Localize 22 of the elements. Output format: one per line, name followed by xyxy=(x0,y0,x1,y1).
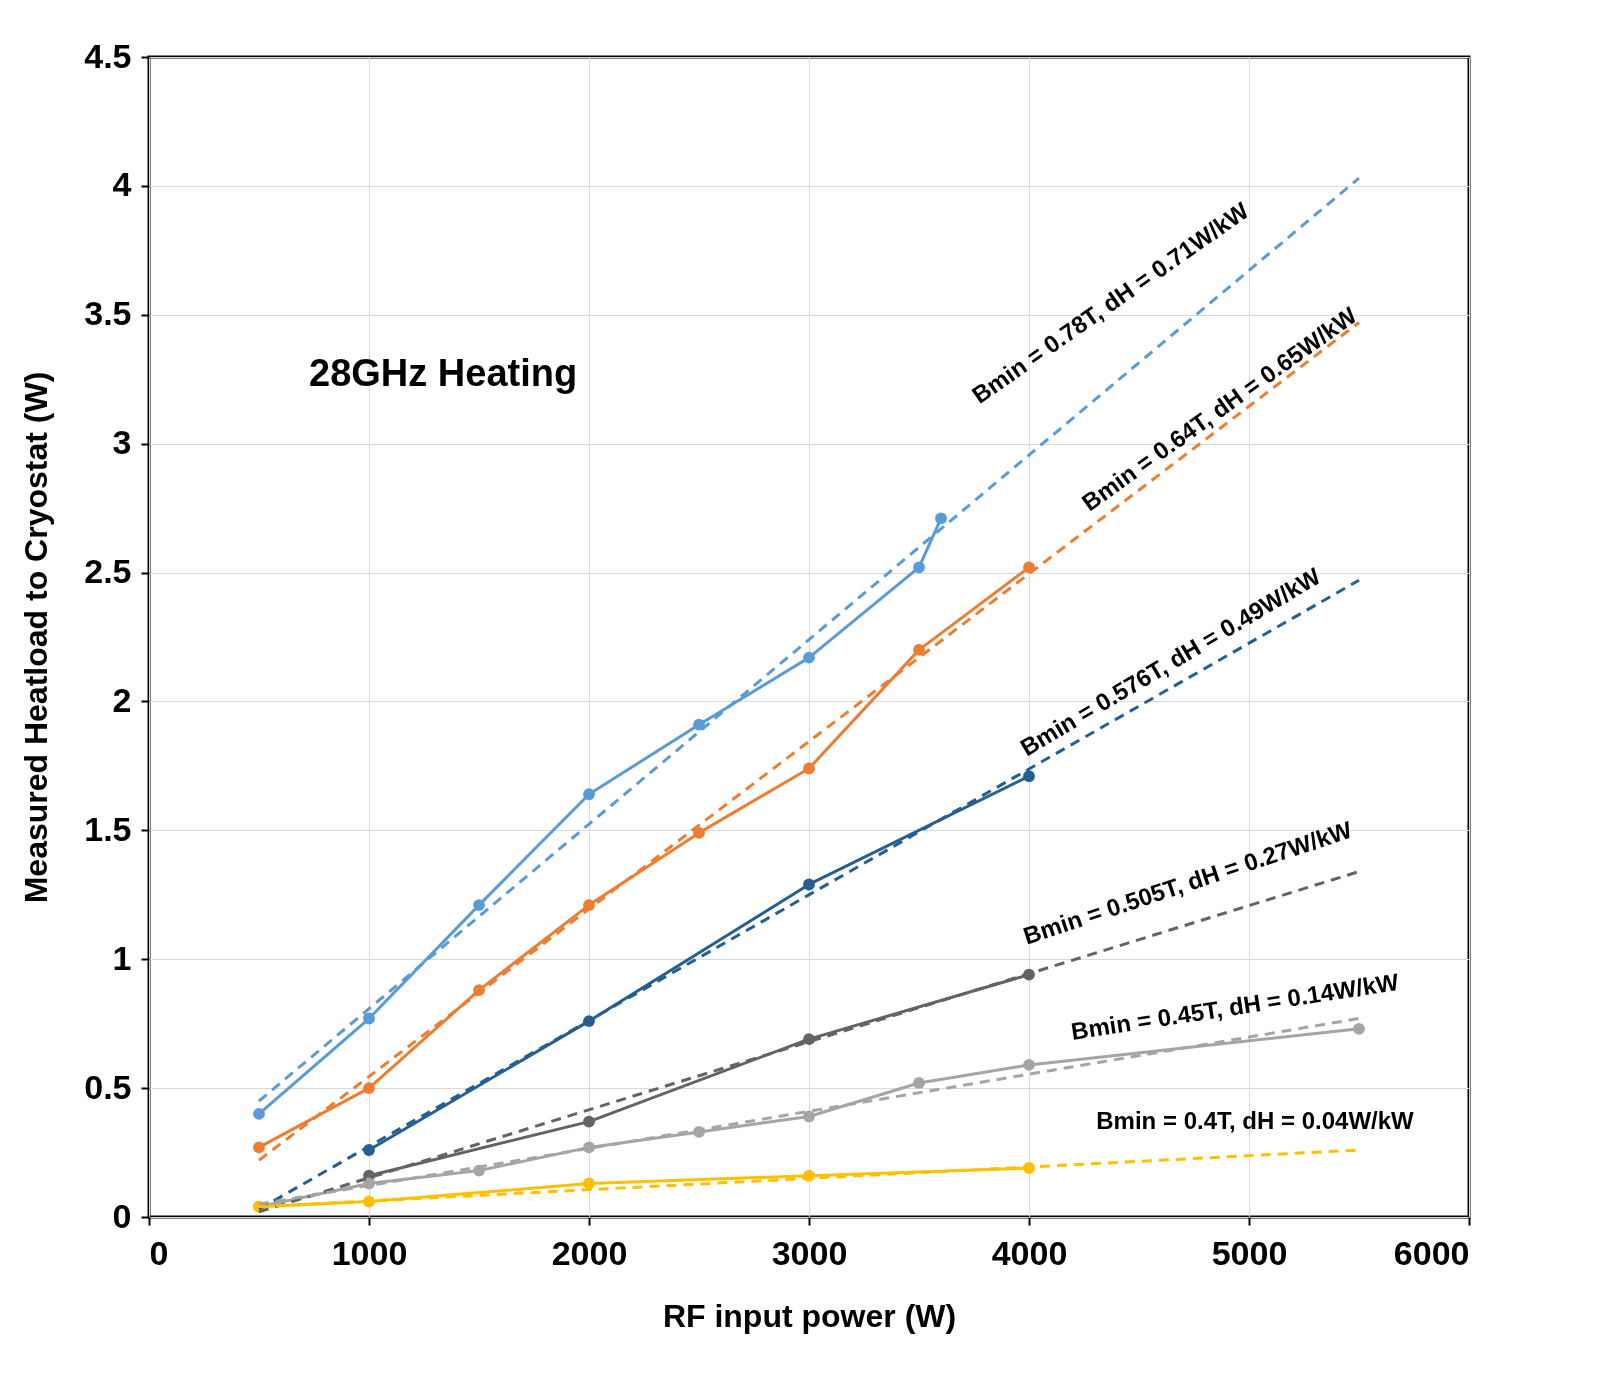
annotation: 28GHz Heating xyxy=(309,352,578,394)
x-tick-label: 4000 xyxy=(991,1233,1068,1272)
y-tick-label: 4 xyxy=(112,165,132,204)
x-tick-label: 6000 xyxy=(1393,1233,1470,1272)
y-tick-label: 2 xyxy=(112,680,132,719)
y-tick-label: 4.5 xyxy=(84,36,132,75)
annotation: Bmin = 0.4T, dH = 0.04W/kW xyxy=(1096,1107,1415,1134)
x-tick-label: 0 xyxy=(149,1233,169,1272)
y-tick-label: 0.5 xyxy=(84,1067,132,1106)
y-tick-label: 2.5 xyxy=(84,552,132,591)
y-axis-title: Measured Heatload to Cryostat (W) xyxy=(18,371,55,904)
y-tick-label: 1 xyxy=(112,938,132,977)
x-tick-label: 1000 xyxy=(331,1233,408,1272)
y-tick-label: 3 xyxy=(112,423,132,462)
y-tick-label: 1.5 xyxy=(84,809,132,848)
y-tick-label: 0 xyxy=(112,1196,132,1235)
x-axis-title: RF input power (W) xyxy=(662,1297,957,1334)
x-tick-label: 5000 xyxy=(1211,1233,1288,1272)
x-tick-label: 3000 xyxy=(771,1233,848,1272)
annotation: Bmin = 0.45T, dH = 0.14W/kW xyxy=(1069,968,1401,1045)
x-tick-label: 2000 xyxy=(551,1233,628,1272)
y-tick-label: 3.5 xyxy=(84,294,132,333)
